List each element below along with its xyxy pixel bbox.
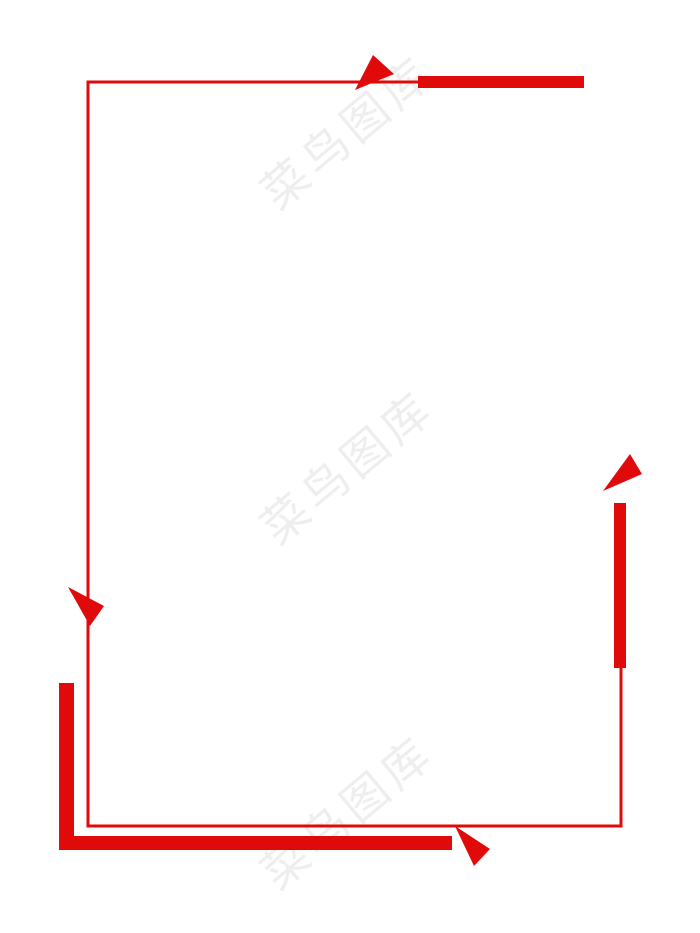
arrow-right — [603, 454, 642, 491]
left-bar — [59, 683, 74, 850]
watermark: 菜鸟图库 — [251, 725, 445, 900]
watermark: 菜鸟图库 — [251, 45, 445, 220]
bottom-bar — [59, 836, 452, 850]
watermark: 菜鸟图库 — [251, 380, 445, 555]
top-bar — [418, 76, 584, 88]
right-bar — [614, 503, 626, 668]
frame-line — [86, 80, 623, 828]
arrow-left — [68, 587, 104, 626]
arrow-bottom — [455, 826, 490, 866]
arrow-top — [355, 55, 394, 90]
decorations — [59, 55, 642, 866]
thin-frame — [86, 80, 623, 828]
